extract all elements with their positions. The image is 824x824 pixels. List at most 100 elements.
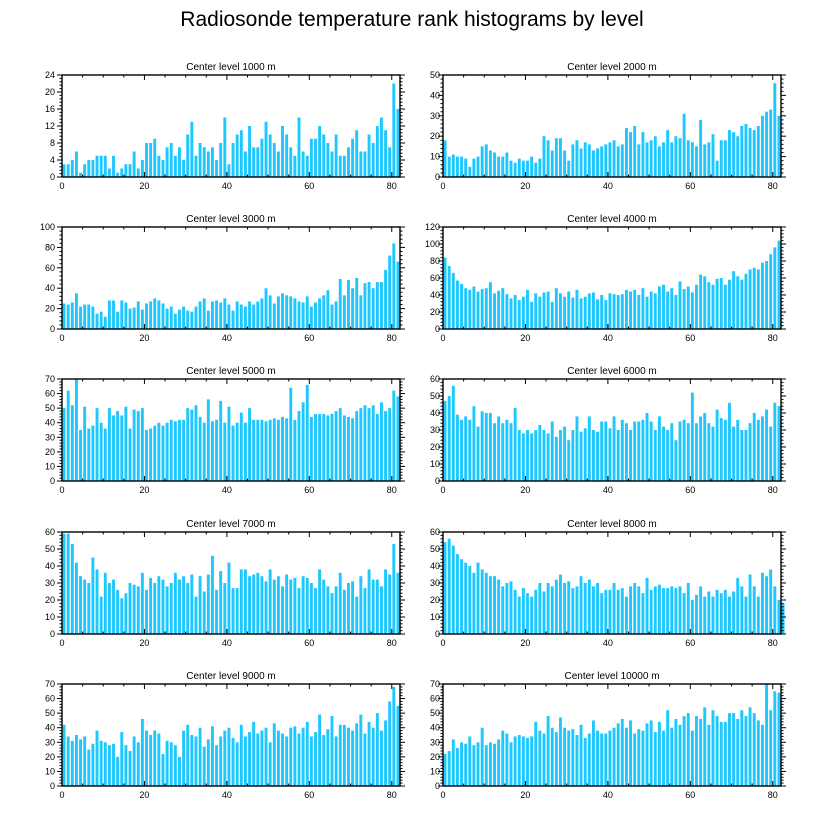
panel-title: Center level 4000 m bbox=[567, 214, 657, 225]
x-tick-label: 0 bbox=[440, 790, 445, 800]
bar bbox=[505, 733, 509, 786]
bar bbox=[645, 413, 649, 481]
y-tick-label: 60 bbox=[45, 263, 55, 273]
bar bbox=[338, 724, 342, 786]
y-tick-label: 100 bbox=[40, 222, 55, 232]
x-tick-label: 80 bbox=[387, 333, 397, 343]
x-tick-label: 60 bbox=[304, 638, 314, 648]
bar bbox=[178, 419, 181, 481]
bar bbox=[591, 720, 595, 786]
bar bbox=[633, 421, 637, 481]
panel-title: Center level 5000 m bbox=[186, 366, 276, 377]
bar bbox=[468, 566, 472, 634]
bar bbox=[276, 296, 280, 329]
bar bbox=[392, 686, 396, 786]
bar bbox=[190, 574, 194, 634]
bar bbox=[112, 415, 115, 481]
bar bbox=[534, 721, 538, 786]
bar bbox=[633, 289, 637, 329]
bar bbox=[355, 596, 359, 634]
bar bbox=[112, 579, 115, 634]
bar bbox=[703, 144, 707, 177]
bar bbox=[682, 113, 686, 177]
y-tick-label: 80 bbox=[430, 256, 440, 266]
bar bbox=[732, 591, 736, 634]
plot-frame bbox=[442, 683, 782, 787]
bar bbox=[468, 166, 472, 177]
bar bbox=[66, 533, 70, 634]
bar bbox=[641, 288, 645, 329]
bar bbox=[484, 745, 488, 786]
bar bbox=[534, 293, 538, 329]
bar bbox=[194, 155, 198, 177]
x-tick-label: 40 bbox=[603, 333, 613, 343]
bar bbox=[690, 600, 694, 634]
y-tick-label: 20 bbox=[430, 595, 440, 605]
bar bbox=[488, 742, 492, 786]
bar bbox=[629, 291, 633, 329]
bar bbox=[641, 593, 645, 634]
bar bbox=[451, 545, 455, 634]
bar bbox=[505, 152, 509, 177]
bar bbox=[388, 701, 392, 786]
bar bbox=[153, 730, 157, 786]
plot-frame bbox=[61, 378, 401, 482]
bar bbox=[472, 745, 476, 786]
bar bbox=[480, 146, 484, 177]
y-tick-label: 20 bbox=[45, 304, 55, 314]
bar bbox=[256, 147, 260, 177]
bar bbox=[62, 408, 66, 481]
bar bbox=[633, 733, 637, 786]
bar bbox=[87, 583, 91, 634]
x-tick-label: 0 bbox=[440, 333, 445, 343]
bar bbox=[375, 282, 379, 329]
bar bbox=[276, 576, 280, 634]
bar bbox=[281, 586, 284, 634]
bar bbox=[248, 126, 252, 177]
bar bbox=[347, 147, 350, 177]
bar bbox=[732, 271, 736, 329]
bar bbox=[509, 742, 513, 786]
bar bbox=[239, 412, 243, 481]
bar bbox=[633, 583, 637, 634]
y-tick-label: 50 bbox=[430, 544, 440, 554]
bar bbox=[91, 425, 95, 481]
bar bbox=[338, 572, 342, 634]
bar bbox=[272, 723, 276, 786]
x-tick-label: 20 bbox=[520, 181, 530, 191]
bar bbox=[571, 588, 575, 634]
bar bbox=[248, 732, 252, 786]
bar bbox=[243, 151, 247, 177]
bar bbox=[190, 409, 194, 481]
bar bbox=[509, 298, 513, 329]
x-tick-label: 0 bbox=[59, 333, 64, 343]
bar bbox=[447, 751, 451, 786]
y-tick-label: 60 bbox=[430, 527, 440, 537]
bar bbox=[124, 164, 128, 177]
bar bbox=[769, 426, 773, 481]
bar bbox=[517, 735, 521, 786]
bar bbox=[715, 716, 719, 786]
bar bbox=[554, 138, 558, 177]
bar bbox=[252, 419, 256, 481]
bar bbox=[501, 730, 505, 786]
bar bbox=[736, 136, 740, 177]
bar bbox=[79, 172, 83, 177]
bar bbox=[367, 282, 371, 329]
bar bbox=[293, 155, 297, 177]
bar bbox=[530, 433, 534, 481]
bar bbox=[567, 440, 571, 481]
bar bbox=[460, 283, 464, 329]
bar bbox=[363, 405, 367, 481]
bar bbox=[662, 142, 665, 177]
bar bbox=[732, 426, 736, 481]
bar bbox=[95, 313, 99, 329]
bar bbox=[546, 291, 550, 329]
bar bbox=[206, 399, 210, 481]
bar bbox=[666, 588, 670, 634]
bar bbox=[674, 136, 678, 177]
bar bbox=[542, 733, 546, 786]
bar bbox=[396, 109, 400, 177]
bar bbox=[608, 142, 612, 177]
bar bbox=[719, 140, 723, 177]
